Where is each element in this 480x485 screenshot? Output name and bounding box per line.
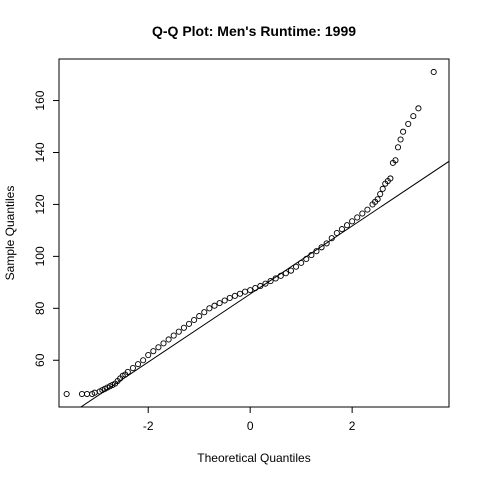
- data-point: [231, 292, 238, 299]
- y-tick-label: 120: [33, 194, 47, 214]
- data-point: [221, 297, 228, 304]
- data-point: [252, 285, 259, 292]
- data-point: [129, 364, 136, 372]
- data-point: [392, 157, 399, 164]
- data-point: [405, 120, 412, 127]
- data-point: [313, 248, 320, 255]
- x-tick-label: 0: [247, 419, 254, 433]
- y-tick-label: 60: [33, 353, 47, 367]
- data-point: [165, 336, 172, 343]
- data-point: [257, 282, 264, 290]
- plot-area-border: [58, 58, 450, 408]
- data-point: [303, 255, 310, 263]
- y-tick-label: 100: [33, 246, 47, 266]
- data-point: [267, 277, 274, 285]
- data-point: [63, 390, 70, 398]
- data-point: [155, 344, 162, 351]
- data-point: [410, 113, 417, 120]
- data-point: [145, 352, 152, 359]
- data-point: [180, 324, 187, 331]
- data-point: [272, 275, 279, 282]
- data-point: [262, 280, 269, 287]
- data-point: [293, 263, 300, 270]
- data-point: [160, 340, 167, 347]
- data-point: [140, 357, 147, 364]
- data-point: [150, 348, 157, 355]
- y-tick-label: 140: [33, 142, 47, 162]
- data-point: [242, 288, 249, 295]
- data-point: [196, 313, 203, 320]
- data-point: [364, 206, 371, 213]
- data-point: [185, 320, 193, 327]
- data-point: [226, 294, 233, 301]
- data-point: [201, 309, 208, 316]
- data-point: [318, 244, 325, 251]
- y-axis: 60 80 100 120 140 160: [33, 90, 60, 367]
- x-axis: -2 0 2: [143, 406, 356, 433]
- data-point: [236, 290, 244, 297]
- data-point: [374, 196, 381, 203]
- data-point: [170, 332, 177, 339]
- data-point: [216, 300, 223, 307]
- data-point: [359, 210, 366, 217]
- data-point: [308, 252, 315, 259]
- data-point: [134, 361, 142, 368]
- data-point: [247, 287, 254, 294]
- y-tick-label: 80: [33, 301, 47, 315]
- data-point: [415, 105, 422, 112]
- data-point: [206, 305, 213, 312]
- x-tick-label: -2: [143, 419, 154, 433]
- data-point: [323, 240, 330, 247]
- y-tick-label: 160: [33, 90, 47, 110]
- data-point: [387, 175, 394, 182]
- data-point: [343, 222, 351, 229]
- data-point: [379, 185, 386, 192]
- data-point: [282, 270, 289, 277]
- data-point: [287, 267, 295, 274]
- x-axis-label: Theoretical Quantiles: [197, 451, 310, 465]
- data-point: [191, 316, 198, 324]
- data-point: [175, 328, 182, 335]
- data-point: [400, 128, 407, 135]
- data-point: [338, 226, 345, 233]
- data-point: [124, 368, 131, 375]
- data-point: [354, 214, 361, 221]
- data-points: [63, 68, 437, 398]
- x-tick-label: 2: [349, 419, 356, 433]
- data-point: [78, 390, 85, 398]
- data-point: [277, 272, 284, 279]
- y-axis-label: Sample Quantiles: [3, 186, 17, 281]
- data-point: [333, 229, 340, 237]
- data-point: [328, 235, 335, 242]
- data-point: [430, 68, 437, 76]
- data-point: [83, 390, 91, 398]
- data-point: [298, 259, 305, 266]
- chart-title: Q-Q Plot: Men's Runtime: 1999: [152, 23, 356, 39]
- data-point: [349, 218, 356, 225]
- data-point: [394, 144, 402, 151]
- data-point: [377, 190, 384, 198]
- data-point: [397, 136, 404, 143]
- data-point: [211, 302, 218, 309]
